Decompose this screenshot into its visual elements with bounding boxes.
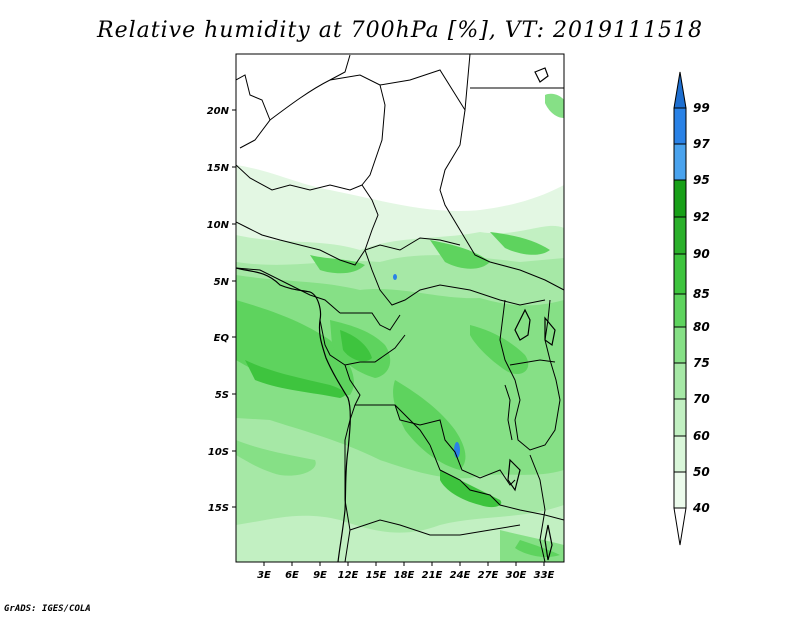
- colorbar-label: 90: [693, 247, 710, 261]
- colorbar-label: 95: [693, 173, 710, 187]
- map-title: Relative humidity at 700hPa [%], VT: 201…: [97, 18, 703, 43]
- colorbar-segment: [673, 253, 687, 295]
- lon-tick-label: 6E: [285, 570, 299, 581]
- colorbar-segment: [673, 326, 687, 364]
- lon-tick-label: 27E: [478, 570, 499, 581]
- lat-tick-label: 10N: [207, 220, 230, 231]
- lon-axis: [263, 562, 545, 566]
- colorbar-segment: [673, 143, 687, 181]
- colorbar-label: 60: [693, 429, 710, 443]
- colorbar-segment: [673, 293, 687, 328]
- lon-tick-label: 9E: [313, 570, 327, 581]
- lon-tick-label: 3E: [257, 570, 271, 581]
- colorbar-label: 50: [693, 465, 710, 479]
- lon-tick-label: 24E: [450, 570, 471, 581]
- lat-tick-label: 20N: [207, 106, 230, 117]
- colorbar-segment: [673, 362, 687, 400]
- colorbar-top-arrow: [673, 71, 687, 109]
- lat-tick-label: 10S: [208, 447, 229, 458]
- colorbar-label: 75: [693, 356, 710, 370]
- colorbar-segment: [673, 398, 687, 437]
- lat-tick-label: 5N: [214, 277, 230, 288]
- lat-tick-label: 5S: [215, 390, 229, 401]
- colorbar-segment: [673, 107, 687, 145]
- humidity-field: [236, 54, 564, 562]
- colorbar-label: 97: [693, 137, 710, 151]
- lon-tick-label: 18E: [394, 570, 415, 581]
- colorbar-bottom-arrow: [673, 507, 687, 546]
- colorbar-segment: [673, 179, 687, 218]
- footer-credit: GrADS: IGES/COLA: [4, 604, 91, 614]
- colorbar: [673, 71, 687, 546]
- colorbar-label: 70: [693, 392, 710, 406]
- colorbar-segment: [673, 216, 687, 255]
- colorbar-label: 80: [693, 320, 710, 334]
- lon-tick-label: 21E: [422, 570, 443, 581]
- lon-tick-label: 33E: [534, 570, 555, 581]
- coastline: [236, 67, 556, 562]
- colorbar-label: 99: [693, 101, 710, 115]
- lat-tick-label: EQ: [214, 333, 230, 344]
- colorbar-label: 92: [693, 210, 710, 224]
- map-frame: [235, 53, 565, 563]
- lon-tick-label: 15E: [366, 570, 387, 581]
- lon-tick-label: 12E: [338, 570, 359, 581]
- colorbar-label: 85: [693, 287, 710, 301]
- colorbar-label: 40: [692, 501, 710, 515]
- country-borders: [236, 54, 564, 562]
- lon-tick-label: 30E: [506, 570, 527, 581]
- colorbar-segment: [673, 471, 687, 509]
- lat-tick-label: 15N: [207, 163, 230, 174]
- lat-axis: [232, 109, 236, 508]
- colorbar-segment: [673, 435, 687, 473]
- lat-tick-label: 15S: [208, 503, 229, 514]
